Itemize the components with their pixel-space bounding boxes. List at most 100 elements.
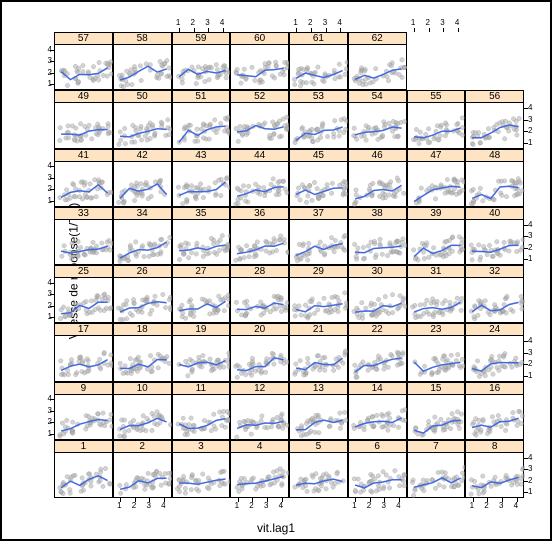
x-tick-mark <box>135 498 136 502</box>
x-tick-mark <box>370 498 371 502</box>
panel-body <box>466 336 525 382</box>
panel-34: 34 <box>113 207 172 265</box>
x-tick-label: 3 <box>440 18 444 27</box>
y-tick-label: 2 <box>528 476 532 485</box>
panel-header: 6 <box>349 441 406 453</box>
panel-body <box>173 336 232 382</box>
panel-body <box>231 395 290 441</box>
panel-header: 13 <box>290 383 347 395</box>
panel-body <box>55 453 114 499</box>
chart-container: Vitesse de réponse(1/TR) vit.lag1 575859… <box>0 0 552 541</box>
panel-body <box>231 278 290 324</box>
panel-60: 60 <box>230 32 289 90</box>
x-tick-label: 1 <box>117 501 121 510</box>
panel-body <box>55 395 114 441</box>
panel-body <box>290 162 349 208</box>
panel-38: 38 <box>348 207 407 265</box>
panel-body <box>114 278 173 324</box>
x-tick-label: 2 <box>426 18 430 27</box>
panel-body <box>408 162 467 208</box>
panel-body <box>231 45 290 91</box>
y-tick-mark <box>50 294 54 295</box>
panel-23: 23 <box>407 323 466 381</box>
panel-9: 9 <box>54 382 113 440</box>
panel-body <box>114 395 173 441</box>
panel-header: 24 <box>466 324 523 336</box>
panel-30: 30 <box>348 265 407 323</box>
panel-body <box>173 162 232 208</box>
panel-41: 41 <box>54 149 113 207</box>
panel-header: 25 <box>55 266 112 278</box>
panel-body <box>290 103 349 149</box>
y-tick-mark <box>524 131 528 132</box>
panel-body <box>408 453 467 499</box>
y-tick-mark <box>50 73 54 74</box>
y-tick-mark <box>50 306 54 307</box>
panel-header: 61 <box>290 33 347 45</box>
panel-body <box>466 395 525 441</box>
y-tick-mark <box>524 469 528 470</box>
panel-13: 13 <box>289 382 348 440</box>
panel-header: 14 <box>349 383 406 395</box>
panel-header: 28 <box>231 266 288 278</box>
panel-39: 39 <box>407 207 466 265</box>
panel-48: 48 <box>465 149 524 207</box>
x-tick-mark <box>414 28 415 32</box>
panel-51: 51 <box>172 90 231 148</box>
x-tick-label: 1 <box>411 18 415 27</box>
y-tick-mark <box>524 353 528 354</box>
panel-header: 53 <box>290 91 347 103</box>
y-tick-mark <box>524 248 528 249</box>
panel-body <box>466 278 525 324</box>
x-tick-mark <box>223 28 224 32</box>
panel-header: 35 <box>173 208 230 220</box>
panel-body <box>231 162 290 208</box>
panel-22: 22 <box>348 323 407 381</box>
panel-header: 31 <box>408 266 465 278</box>
panel-body <box>231 336 290 382</box>
panel-header: 42 <box>114 150 171 162</box>
panel-body <box>408 336 467 382</box>
panel-body <box>55 103 114 149</box>
panel-35: 35 <box>172 207 231 265</box>
panel-body <box>173 220 232 266</box>
panel-header: 47 <box>408 150 465 162</box>
panel-26: 26 <box>113 265 172 323</box>
panel-body <box>349 162 408 208</box>
panel-body <box>114 453 173 499</box>
panel-33: 33 <box>54 207 113 265</box>
panel-body <box>55 336 114 382</box>
panel-body <box>466 453 525 499</box>
y-tick-label: 1 <box>528 254 532 263</box>
y-tick-label: 3 <box>528 115 532 124</box>
panel-body <box>290 220 349 266</box>
panel-header: 33 <box>55 208 112 220</box>
panel-body <box>55 220 114 266</box>
y-tick-label: 2 <box>528 359 532 368</box>
x-tick-mark <box>120 498 121 502</box>
panel-header: 18 <box>114 324 171 336</box>
y-tick-label: 3 <box>528 348 532 357</box>
panel-body <box>349 278 408 324</box>
panel-header: 11 <box>173 383 230 395</box>
panel-body <box>114 103 173 149</box>
x-tick-mark <box>164 498 165 502</box>
x-tick-mark <box>238 498 239 502</box>
x-tick-label: 4 <box>455 18 459 27</box>
y-tick-mark <box>50 189 54 190</box>
panel-61: 61 <box>289 32 348 90</box>
x-tick-mark <box>473 498 474 502</box>
panel-header: 58 <box>114 33 171 45</box>
x-tick-mark <box>194 28 195 32</box>
y-tick-mark <box>50 422 54 423</box>
panel-body <box>173 103 232 149</box>
panel-body <box>290 45 349 91</box>
y-tick-label: 1 <box>528 371 532 380</box>
y-tick-mark <box>50 50 54 51</box>
panel-24: 24 <box>465 323 524 381</box>
panel-47: 47 <box>407 149 466 207</box>
panel-header: 41 <box>55 150 112 162</box>
y-tick-mark <box>524 492 528 493</box>
panel-header: 20 <box>231 324 288 336</box>
panel-header: 22 <box>349 324 406 336</box>
